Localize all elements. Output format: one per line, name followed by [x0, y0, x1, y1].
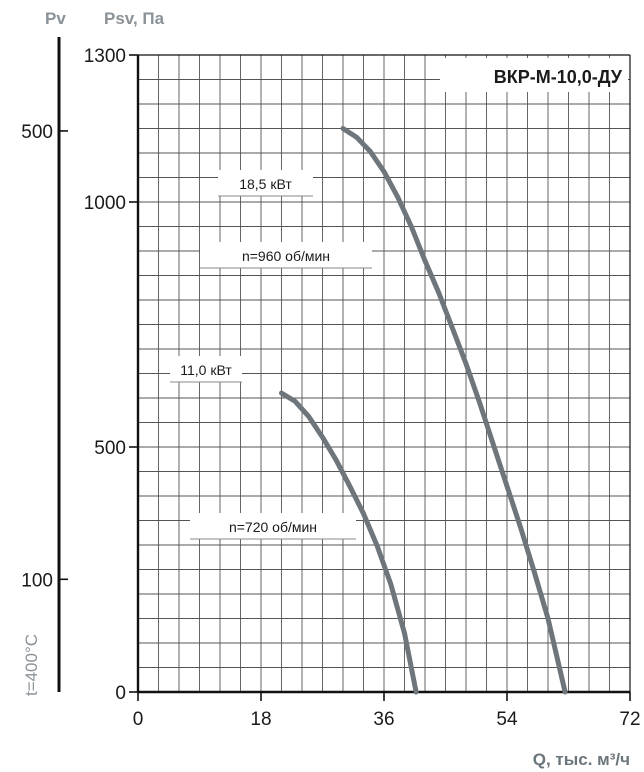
plot-frame [57, 37, 631, 694]
y-tick-label: 1300 [84, 46, 126, 67]
title-background [440, 58, 628, 92]
speed-label-2: n=720 об/мин [229, 519, 317, 535]
speed-label-1: n=960 об/мин [242, 248, 330, 264]
curve-annotations: 18,5 кВт n=960 об/мин 11,0 кВт n=720 об/мин [170, 170, 372, 540]
series-curve-2 [279, 390, 419, 695]
y-tick-label: 0 [115, 683, 126, 704]
series-curve-1 [340, 126, 568, 695]
power-label-bg [218, 170, 313, 196]
xlabel: Q, тыс. м³/ч [533, 750, 630, 769]
pv-tick-label: 100 [21, 570, 53, 591]
power-label-1: 18,5 кВт [239, 176, 292, 192]
title-box: ВКР-М-10,0-ДУ [440, 58, 628, 92]
y-tick-label: 1000 [84, 193, 126, 214]
grid [138, 55, 630, 692]
x-tick-label: 72 [619, 709, 640, 730]
x-tick-label: 18 [250, 709, 271, 730]
y-tick-label: 500 [94, 438, 126, 459]
pv-tick-label: 500 [21, 122, 53, 143]
curves [279, 126, 568, 695]
side-label: t=400°C [22, 634, 41, 696]
ylabel-secondary: Pv [45, 9, 66, 28]
chart-title: ВКР-М-10,0-ДУ [494, 67, 623, 87]
ylabel: Psv, Па [104, 9, 165, 28]
power-label-2: 11,0 кВт [180, 362, 232, 378]
speed-label-bg [190, 513, 356, 539]
axis-labels: Pv Psv, Па t=400°C Q, тыс. м³/ч [22, 9, 630, 769]
ticks: 0 500 1000 1300 100 500 0 18 36 54 72 [21, 46, 640, 730]
x-tick-label: 54 [496, 709, 518, 730]
x-tick-label: 0 [133, 709, 144, 730]
speed-label-bg [200, 242, 372, 268]
x-tick-label: 36 [373, 709, 394, 730]
power-label-bg [170, 356, 242, 382]
